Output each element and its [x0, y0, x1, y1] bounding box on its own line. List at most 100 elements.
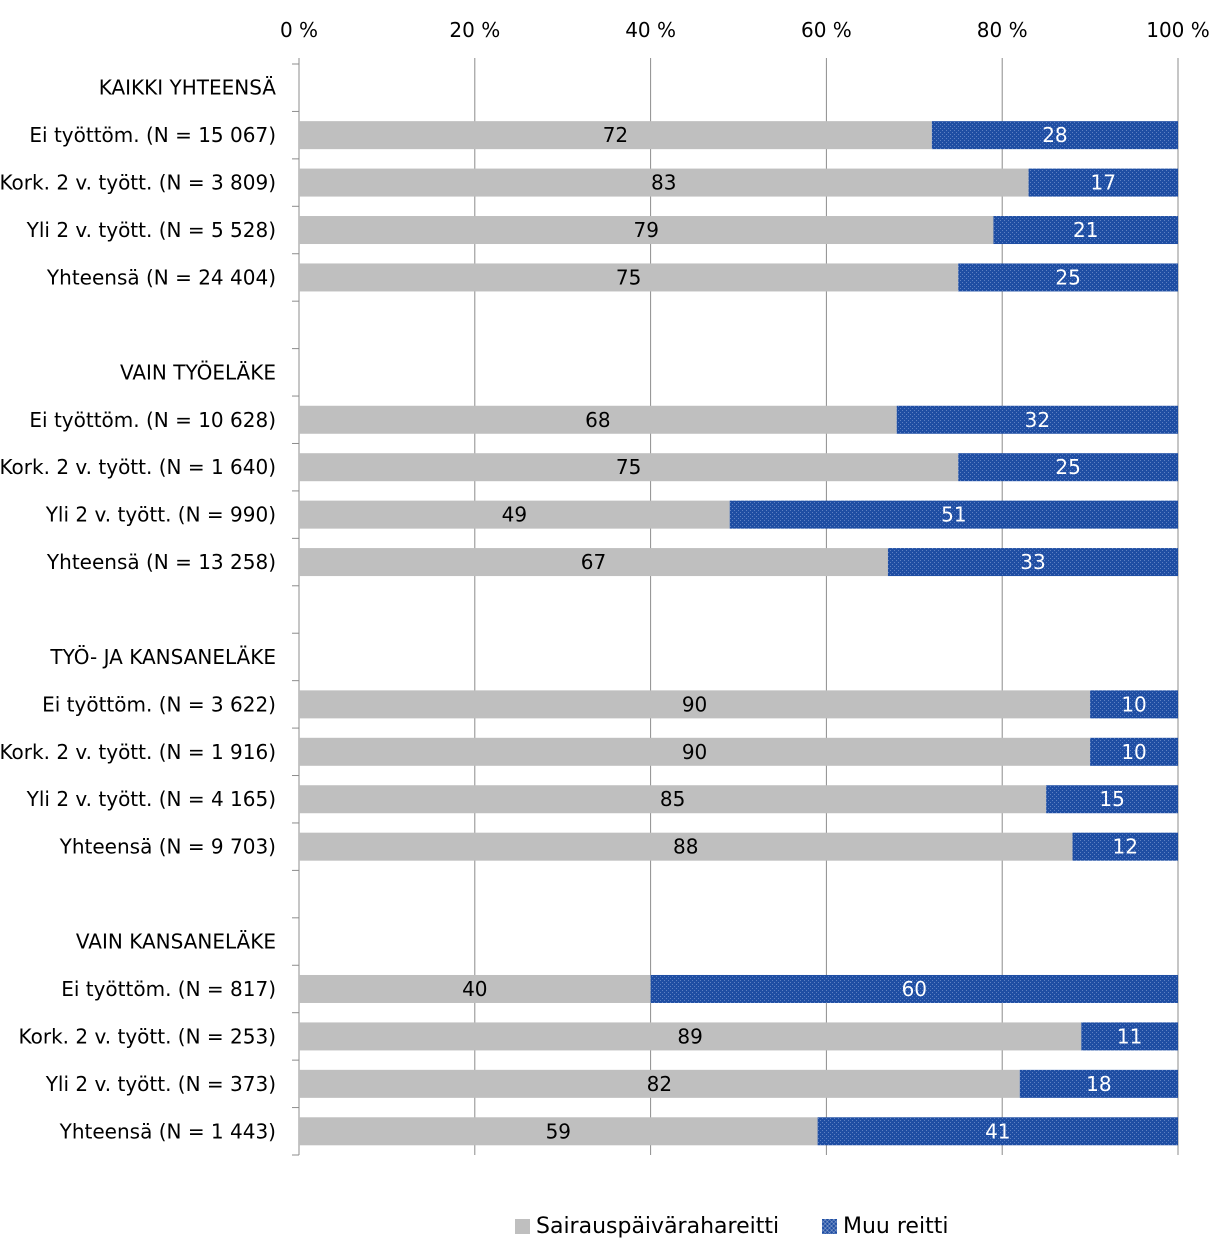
- category-label: Ei työttöm. (N = 3 622): [42, 692, 276, 716]
- bar-series1: [299, 453, 959, 482]
- bar-series1: [299, 216, 994, 245]
- data-label: 49: [502, 503, 527, 527]
- data-label: 75: [616, 455, 641, 479]
- x-tick-label: 100 %: [1146, 18, 1210, 42]
- data-label: 25: [1055, 455, 1080, 479]
- data-label: 21: [1073, 218, 1098, 242]
- category-label: Yhteensä (N = 1 443): [59, 1119, 276, 1143]
- bar-series2: [650, 974, 1178, 1003]
- data-label: 88: [673, 835, 698, 859]
- data-label: 40: [462, 977, 487, 1001]
- bar-series2: [958, 453, 1178, 482]
- bar-series2: [817, 1117, 1178, 1146]
- category-label: Yli 2 v. tyött. (N = 4 165): [26, 787, 276, 811]
- x-tick-label: 40 %: [625, 18, 676, 42]
- bar-series2: [1081, 1022, 1178, 1051]
- data-label: 28: [1042, 123, 1067, 147]
- x-tick-label: 0 %: [280, 18, 318, 42]
- category-label: Yhteensä (N = 9 703): [59, 835, 276, 859]
- bar-series1: [299, 263, 959, 292]
- bars: [299, 121, 1178, 1146]
- bar-series1: [299, 737, 1091, 766]
- group-header-label: VAIN KANSANELÄKE: [76, 930, 276, 954]
- x-tick-label: 80 %: [977, 18, 1028, 42]
- data-label: 75: [616, 265, 641, 289]
- data-label: 41: [985, 1119, 1010, 1143]
- bar-series1: [299, 785, 1047, 814]
- bar-series2: [1046, 785, 1178, 814]
- legend-swatch-series1: [515, 1219, 530, 1234]
- gridlines: [474, 64, 1179, 1155]
- group-header-label: KAIKKI YHTEENSÄ: [99, 76, 277, 100]
- category-label: Yli 2 v. tyött. (N = 373): [45, 1072, 276, 1096]
- data-label: 12: [1113, 835, 1138, 859]
- labels: 0 % 20 % 40 % 60 % 80 % 100 % KAIKKI YHTEENSÄ E…: [0, 18, 1210, 1143]
- legend-label-series1: Sairauspäivärahareitti: [536, 1214, 780, 1239]
- category-label: Ei työttöm. (N = 817): [61, 977, 276, 1001]
- data-label: 15: [1099, 787, 1124, 811]
- legend-item-series2: Muu reitti: [822, 1210, 948, 1243]
- data-label: 68: [585, 408, 610, 432]
- data-label: 90: [682, 740, 707, 764]
- bar-series2: [1072, 832, 1178, 861]
- data-label: 25: [1055, 265, 1080, 289]
- bar-series2: [729, 500, 1178, 529]
- category-label: Ei työttöm. (N = 10 628): [29, 408, 276, 432]
- category-label: Yhteensä (N = 24 404): [46, 265, 276, 289]
- data-label: 18: [1086, 1072, 1111, 1096]
- bar-series2: [1090, 690, 1178, 719]
- data-label: 72: [603, 123, 628, 147]
- x-tick-label: 20 %: [449, 18, 500, 42]
- category-label: Kork. 2 v. tyött. (N = 1 916): [0, 740, 276, 764]
- bar-series2: [1019, 1069, 1178, 1098]
- category-label: Kork. 2 v. tyött. (N = 3 809): [0, 171, 276, 195]
- category-label: Yli 2 v. tyött. (N = 990): [45, 503, 276, 527]
- category-label: Yhteensä (N = 13 258): [46, 550, 276, 574]
- data-label: 10: [1121, 740, 1146, 764]
- data-label: 17: [1091, 171, 1116, 195]
- bar-series1: [299, 121, 932, 150]
- data-label: 33: [1020, 550, 1045, 574]
- bar-series2: [1028, 168, 1178, 197]
- bar-series2: [958, 263, 1178, 292]
- data-label: 79: [633, 218, 658, 242]
- data-label: 83: [651, 171, 676, 195]
- data-label: 10: [1121, 692, 1146, 716]
- bar-series2: [993, 216, 1178, 245]
- data-label: 59: [546, 1119, 571, 1143]
- legend: Sairauspäivärahareitti Muu reitti: [0, 1210, 1212, 1243]
- data-label: 11: [1117, 1024, 1142, 1048]
- bar-series2: [896, 405, 1178, 434]
- bar-series1: [299, 1117, 818, 1146]
- group-header-label: VAIN TYÖELÄKE: [120, 360, 276, 384]
- bar-series1: [299, 1022, 1082, 1051]
- legend-label-series2: Muu reitti: [843, 1214, 949, 1239]
- data-label: 51: [941, 503, 966, 527]
- bar-series2: [931, 121, 1178, 150]
- category-label: Yli 2 v. tyött. (N = 5 528): [26, 218, 276, 242]
- bar-series1: [299, 1069, 1020, 1098]
- bar-series1: [299, 500, 730, 529]
- category-label: Ei työttöm. (N = 15 067): [29, 123, 276, 147]
- data-label: 60: [902, 977, 927, 1001]
- x-tick-label: 60 %: [801, 18, 852, 42]
- axes: [292, 58, 1179, 1156]
- bar-series1: [299, 974, 651, 1003]
- data-label: 90: [682, 692, 707, 716]
- category-label: Kork. 2 v. tyött. (N = 1 640): [0, 455, 276, 479]
- data-label: 85: [660, 787, 685, 811]
- bar-series2: [1090, 737, 1178, 766]
- data-label: 67: [581, 550, 606, 574]
- data-label: 89: [677, 1024, 702, 1048]
- bar-series2: [887, 548, 1178, 577]
- data-label: 82: [647, 1072, 672, 1096]
- bar-series1: [299, 405, 897, 434]
- bar-series1: [299, 548, 888, 577]
- data-label: 32: [1025, 408, 1050, 432]
- bar-series1: [299, 832, 1073, 861]
- bar-series1: [299, 168, 1029, 197]
- legend-swatch-series2: [822, 1219, 837, 1234]
- group-header-label: TYÖ- JA KANSANELÄKE: [49, 645, 276, 669]
- category-label: Kork. 2 v. tyött. (N = 253): [19, 1024, 276, 1048]
